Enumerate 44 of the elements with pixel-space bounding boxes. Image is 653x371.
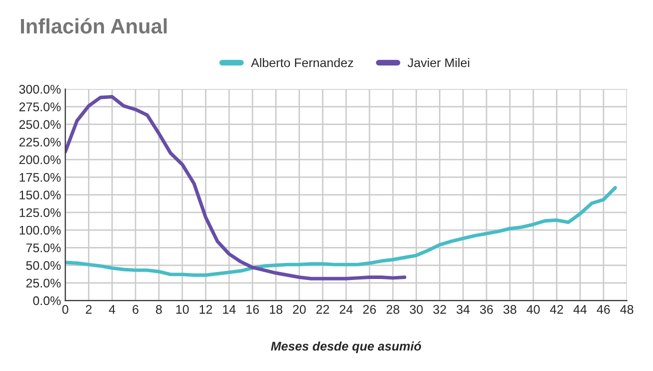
x-tick-label: 40	[526, 305, 540, 314]
x-tick-label: 36	[480, 305, 493, 314]
x-tick-label: 2	[86, 305, 92, 314]
x-axis-title: Meses desde que asumió	[270, 341, 422, 354]
y-tick-label: 150.0%	[20, 190, 61, 200]
x-tick-label: 26	[363, 305, 376, 314]
line-series	[65, 95, 406, 280]
x-tick-label: 42	[550, 305, 564, 314]
x-tick-label: 4	[108, 305, 116, 314]
y-tick-label: 0.0%	[33, 296, 61, 306]
legend-label: Javier Milei	[408, 58, 470, 68]
x-tick-label: 22	[316, 305, 330, 314]
x-tick-label: 28	[386, 305, 400, 314]
line-series	[65, 186, 617, 277]
x-tick-label: 16	[246, 305, 259, 314]
x-tick-label: 48	[620, 305, 634, 314]
y-tick-label: 200.0%	[19, 155, 61, 164]
y-tick-label: 250.0%	[19, 120, 61, 129]
x-tick-label: 8	[156, 305, 162, 314]
y-tick-label: 225.0%	[19, 138, 61, 147]
x-tick-label: 0	[62, 305, 68, 314]
x-tick-label: 24	[340, 305, 353, 314]
x-tick-label: 32	[433, 305, 446, 314]
x-tick-label: 44	[573, 305, 587, 314]
y-tick-label: 75.0%	[26, 243, 61, 252]
y-tick-label: 300.0%	[19, 84, 61, 94]
x-tick-label: 46	[596, 305, 610, 314]
y-tick-label: 275.0%	[19, 102, 61, 112]
chart-title: Inflación Anual	[20, 18, 167, 34]
x-tick-label: 20	[292, 305, 306, 314]
x-tick-label: 14	[223, 305, 236, 314]
legend-label: Alberto Fernandez	[250, 58, 354, 68]
y-tick-label: 175.0%	[20, 172, 61, 182]
y-tick-label: 125.0%	[20, 208, 61, 218]
y-tick-label: 50.0%	[26, 261, 61, 270]
y-tick-label: 25.0%	[26, 278, 61, 288]
x-tick-label: 6	[132, 305, 138, 314]
x-tick-label: 12	[200, 305, 212, 314]
x-tick-label: 38	[503, 305, 516, 314]
x-tick-label: 34	[456, 305, 470, 314]
y-tick-label: 100.0%	[20, 226, 61, 235]
x-tick-label: 10	[176, 305, 189, 314]
x-tick-label: 18	[270, 305, 282, 314]
x-tick-label: 30	[410, 305, 423, 314]
